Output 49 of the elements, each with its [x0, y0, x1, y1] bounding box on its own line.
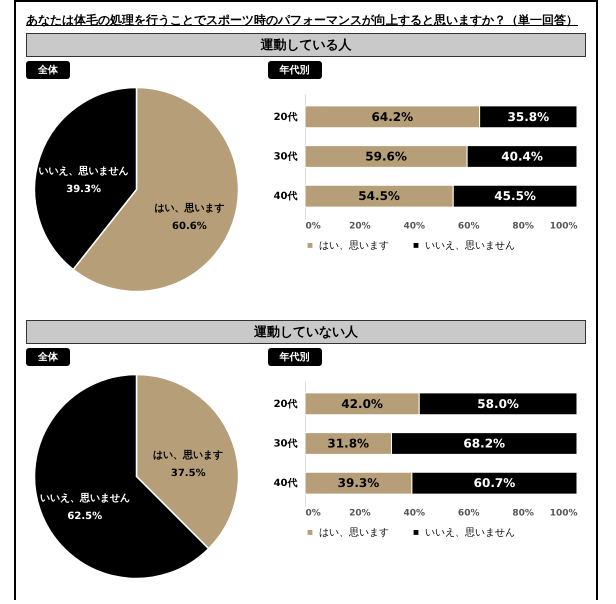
- x-tick-label: 80%: [512, 222, 534, 232]
- data-label: 62.5%: [67, 510, 102, 522]
- y-tick-label: 20代: [273, 398, 298, 410]
- data-label: 59.6%: [364, 150, 406, 164]
- legend-label: はい、思います: [318, 527, 389, 538]
- y-tick-label: 30代: [273, 438, 298, 450]
- y-tick-label: 40代: [273, 190, 298, 202]
- data-label: 42.0%: [340, 396, 383, 411]
- legend-label: いいえ、思いません: [424, 240, 515, 252]
- slice-label: いいえ、思いません: [40, 492, 130, 504]
- data-label: 40.4%: [500, 150, 542, 164]
- slice-label: はい、思います: [153, 449, 224, 462]
- x-tick-label: 0%: [305, 508, 320, 518]
- chart-title: 年代別: [268, 61, 322, 79]
- data-label: 64.2%: [371, 110, 413, 124]
- data-label: 39.3%: [66, 184, 101, 196]
- data-label: 60.6%: [172, 220, 207, 232]
- x-tick-label: 80%: [512, 508, 534, 518]
- chart-subtitle: 運動していない人: [26, 320, 586, 344]
- x-tick-label: 60%: [458, 222, 480, 232]
- x-tick-label: 0%: [305, 222, 320, 232]
- slice-label: いいえ、思いません: [38, 165, 129, 178]
- x-tick-label: 60%: [458, 508, 480, 518]
- chart-title: 年代別: [268, 348, 322, 366]
- data-label: 60.7%: [473, 476, 515, 490]
- x-tick-label: 20%: [348, 222, 370, 232]
- x-tick-label: 40%: [403, 222, 425, 232]
- x-tick-label: 40%: [403, 508, 425, 518]
- x-tick-label: 100%: [549, 222, 578, 232]
- data-label: 39.3%: [337, 476, 379, 490]
- chart-subtitle: 運動している人: [26, 33, 586, 57]
- slice-label: はい、思います: [154, 202, 224, 214]
- data-label: 37.5%: [170, 468, 206, 480]
- legend-label: いいえ、思いません: [424, 527, 515, 538]
- y-tick-label: 30代: [273, 150, 298, 162]
- y-tick-label: 40代: [273, 477, 298, 490]
- data-label: 45.5%: [494, 189, 536, 204]
- data-label: 35.8%: [507, 110, 549, 124]
- x-tick-label: 20%: [348, 508, 370, 518]
- data-label: 68.2%: [463, 436, 505, 450]
- data-label: 31.8%: [327, 436, 369, 450]
- data-label: 54.5%: [358, 189, 400, 204]
- chart-title: 全体: [26, 348, 70, 366]
- data-label: 58.0%: [476, 396, 519, 411]
- legend-label: はい、思います: [318, 240, 389, 252]
- y-tick-label: 20代: [273, 110, 298, 123]
- x-tick-label: 100%: [549, 508, 578, 518]
- chart-title: 全体: [26, 61, 70, 79]
- text: あなたは体毛の処理を行うことでスポーツ時のパフォーマンスが向上すると思いますか？（単一回答）: [26, 12, 579, 29]
